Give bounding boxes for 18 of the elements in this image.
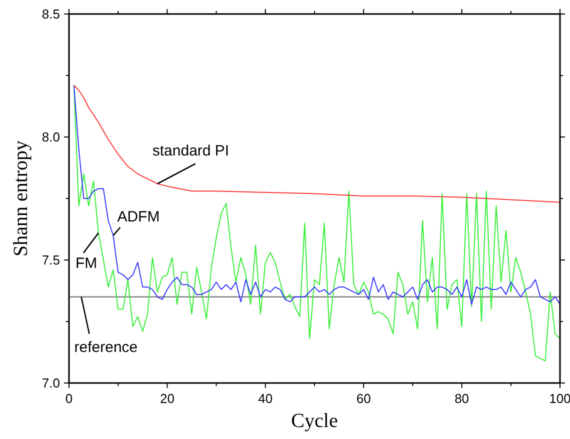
x-tick-label: 80 — [454, 391, 470, 406]
series-label: standard PI — [152, 142, 230, 160]
x-tick-label: 100 — [549, 391, 570, 406]
y-tick-label: 8.5 — [42, 6, 60, 22]
y-tick-label: 8.0 — [42, 130, 60, 145]
x-axis-title: Cycle — [291, 410, 338, 432]
x-tick-label: 40 — [258, 391, 273, 406]
x-tick-label: 20 — [160, 391, 174, 406]
y-tick-label: 7.5 — [42, 252, 60, 268]
x-tick-label: 60 — [356, 391, 371, 406]
x-tick-label: 0 — [65, 391, 73, 406]
series-label: FM — [75, 254, 98, 272]
ref-line-label: reference — [74, 338, 138, 356]
line-series — [73, 84, 560, 203]
line-series — [73, 84, 560, 305]
series-label: ADFM — [117, 208, 160, 226]
y-axis-title: Shann entropy — [10, 140, 32, 257]
y-tick-label: 7.0 — [42, 376, 60, 391]
